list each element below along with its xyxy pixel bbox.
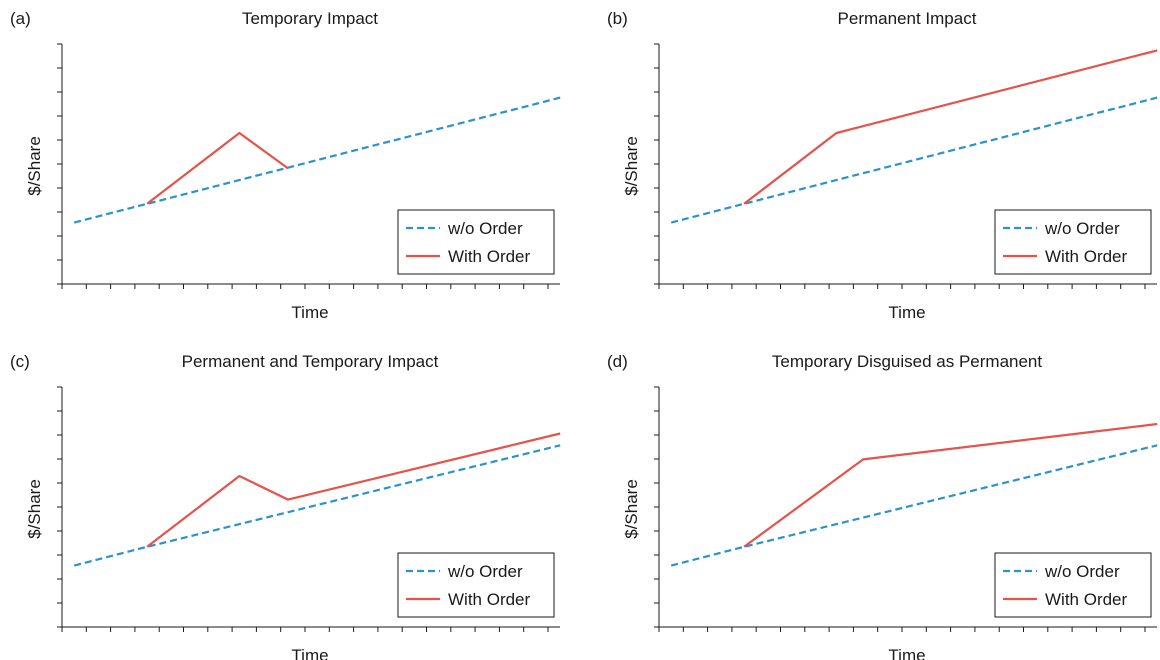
panel-b-legend-box: [994, 209, 1152, 275]
panel-a-legend-label-0: w/o Order: [447, 219, 523, 238]
panel-d-legend: w/o Order With Order: [994, 552, 1152, 618]
panel-b-label: (b): [607, 9, 628, 28]
panel-b-legend: w/o Order With Order: [994, 209, 1152, 275]
panel-d-y-axis-label: $/Share: [622, 479, 641, 539]
panel-d-legend-box: [994, 552, 1152, 618]
panel-c-x-axis-label: Time: [291, 646, 328, 660]
panel-c-legend: w/o Order With Order: [397, 552, 555, 618]
panel-d: (d) Temporary Disguised as Permanent Time $…: [607, 352, 1158, 660]
panel-b-order-series: [743, 49, 1158, 205]
panel-d-baseline-series: [670, 444, 1158, 567]
panel-a-legend: w/o Order With Order: [397, 209, 555, 275]
panel-a-y-axis-label: $/Share: [25, 136, 44, 196]
panel-a-order-series: [146, 131, 289, 205]
panel-d-label: (d): [607, 352, 628, 371]
panel-b-y-axis-label: $/Share: [622, 136, 641, 196]
panel-c-title: Permanent and Temporary Impact: [182, 352, 439, 371]
panel-a-x-axis-label: Time: [291, 303, 328, 322]
panel-d-title: Temporary Disguised as Permanent: [772, 352, 1043, 371]
panel-d-legend-label-1: With Order: [1045, 590, 1128, 609]
panel-c-baseline-series: [73, 444, 561, 567]
panel-b-legend-label-0: w/o Order: [1044, 219, 1120, 238]
panel-c: (c) Permanent and Temporary Impact Time $/S…: [10, 352, 561, 660]
panel-c-label: (c): [10, 352, 30, 371]
panel-d-legend-label-0: w/o Order: [1044, 562, 1120, 581]
panel-b: (b) Permanent Impact Time $/Share w/o Order W…: [607, 9, 1158, 322]
panel-b-x-axis-label: Time: [888, 303, 925, 322]
panel-a-legend-label-1: With Order: [448, 247, 531, 266]
panel-d-x-axis-label: Time: [888, 646, 925, 660]
panel-a: (a) Temporary Impact Time $/Share w/o Order W…: [10, 9, 561, 322]
panel-b-legend-label-1: With Order: [1045, 247, 1128, 266]
panel-a-title: Temporary Impact: [242, 9, 378, 28]
panel-d-order-series: [743, 422, 1158, 548]
panel-c-order-series: [146, 432, 561, 548]
panel-c-legend-label-0: w/o Order: [447, 562, 523, 581]
panel-a-label: (a): [10, 9, 31, 28]
panel-a-legend-box: [397, 209, 555, 275]
panel-c-legend-label-1: With Order: [448, 590, 531, 609]
panel-a-baseline-series: [73, 96, 561, 224]
panel-c-y-axis-label: $/Share: [25, 479, 44, 539]
panel-b-baseline-series: [670, 96, 1158, 224]
panel-c-legend-box: [397, 552, 555, 618]
panel-b-title: Permanent Impact: [838, 9, 977, 28]
